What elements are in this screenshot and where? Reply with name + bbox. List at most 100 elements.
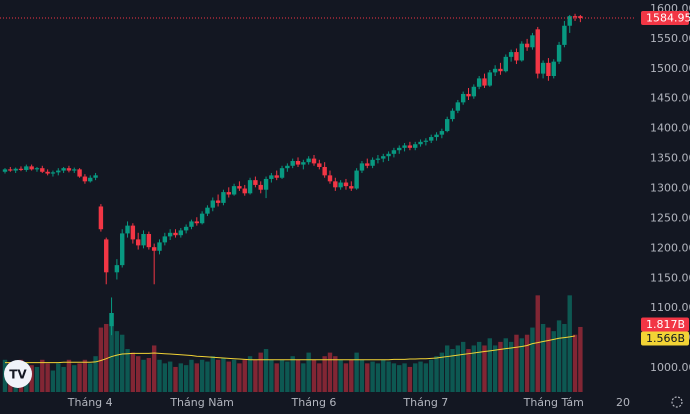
y-tick-label: 1550.00 [650, 32, 690, 45]
candle-body [338, 182, 343, 188]
y-tick-label: 1300.00 [650, 182, 690, 195]
volume-bar [56, 363, 61, 392]
settings-icon[interactable] [671, 396, 683, 408]
volume-bar [471, 345, 477, 392]
volume-bar [269, 359, 274, 392]
candle-body [226, 192, 231, 195]
volume-bar [391, 363, 397, 392]
y-tick-label: 1350.00 [650, 152, 690, 165]
candle-body [306, 158, 311, 163]
candle-body [354, 170, 359, 189]
candle-body [327, 175, 333, 182]
volume-bar [141, 359, 146, 392]
candle-body [18, 168, 24, 170]
volume-bar [215, 359, 221, 392]
candle-body [333, 181, 338, 188]
candle-body [562, 25, 567, 45]
candle-body [439, 131, 445, 135]
y-tick-label: 1400.00 [650, 122, 690, 135]
volume-bar [514, 334, 519, 392]
volume-bar [460, 341, 466, 392]
volume-bar [285, 361, 290, 392]
volume-bar [338, 359, 343, 392]
candle-body [66, 168, 72, 171]
volume-bar [578, 326, 583, 392]
volume-bar [301, 363, 306, 392]
candle-body [247, 180, 253, 194]
candle-body [135, 239, 141, 246]
volume-bar [82, 359, 88, 392]
volume-layer [2, 295, 583, 392]
volume-label: 1.817B [646, 318, 685, 331]
candle-body [258, 184, 263, 190]
candle-body [540, 62, 546, 74]
volume-bar [567, 295, 572, 392]
volume-bar [93, 356, 98, 392]
volume-bar [77, 363, 82, 392]
gear[interactable] [671, 396, 683, 408]
candle-body [98, 206, 104, 230]
volume-bar [466, 349, 471, 392]
candle-body [434, 134, 439, 138]
candle-body [274, 175, 279, 178]
candle-body [61, 168, 66, 171]
volume-bar [343, 363, 349, 392]
candle-body [8, 169, 13, 171]
candle-body [72, 169, 77, 171]
tv-logo[interactable]: TV [4, 360, 32, 388]
candle-body [88, 177, 93, 182]
candle-body [77, 169, 82, 177]
candle-body [56, 170, 61, 173]
volume-bar [125, 349, 130, 392]
volume-bar [242, 359, 247, 392]
volume-bar [317, 363, 322, 392]
volume-bar [381, 359, 386, 392]
x-tick-label: Tháng 4 [67, 396, 113, 409]
volume-bar [199, 359, 205, 392]
volume-bar [375, 363, 381, 392]
candle-body [104, 239, 109, 273]
candle-body [498, 68, 503, 72]
volume-bar [173, 366, 178, 392]
logo-circle[interactable] [4, 360, 32, 388]
candle-body [349, 186, 354, 189]
candle-body [253, 180, 258, 185]
candle-body [50, 172, 56, 174]
candle-body [530, 35, 535, 48]
volume-bar [98, 327, 104, 392]
candle-body [365, 163, 370, 166]
volume-bar [290, 356, 295, 392]
candle-body [407, 145, 413, 148]
volume-bar [498, 341, 503, 392]
volume-bar [551, 331, 556, 392]
volume-bar [540, 323, 546, 392]
x-tick-label: Tháng 7 [402, 396, 448, 409]
candle-body [215, 200, 221, 203]
candle-body [381, 156, 386, 159]
candle-body [109, 313, 114, 327]
candle-body [13, 168, 18, 171]
candle-body [402, 145, 407, 148]
candle-body [178, 230, 184, 236]
candle-body [476, 78, 482, 87]
candle-body [183, 226, 189, 231]
candle-body [556, 44, 562, 62]
volume-bar [221, 357, 226, 392]
last-price-label: 1584.95 [646, 11, 690, 24]
volume-bar [434, 356, 439, 392]
volume-bar [524, 334, 530, 392]
logo-mark[interactable]: TV [9, 368, 27, 382]
volume-bar [556, 320, 562, 392]
volume-bar [66, 359, 72, 392]
candle-body [2, 169, 8, 172]
y-tick-label: 1500.00 [650, 62, 690, 75]
volume-bar [306, 352, 311, 392]
volume-bar [279, 359, 285, 392]
candle-layer [2, 13, 583, 336]
volume-bar [231, 359, 237, 392]
volume-bar [104, 323, 109, 392]
volume-bar [423, 363, 429, 392]
volume-bar [205, 361, 210, 392]
volume-bar [322, 356, 327, 392]
volume-bar [418, 361, 423, 392]
